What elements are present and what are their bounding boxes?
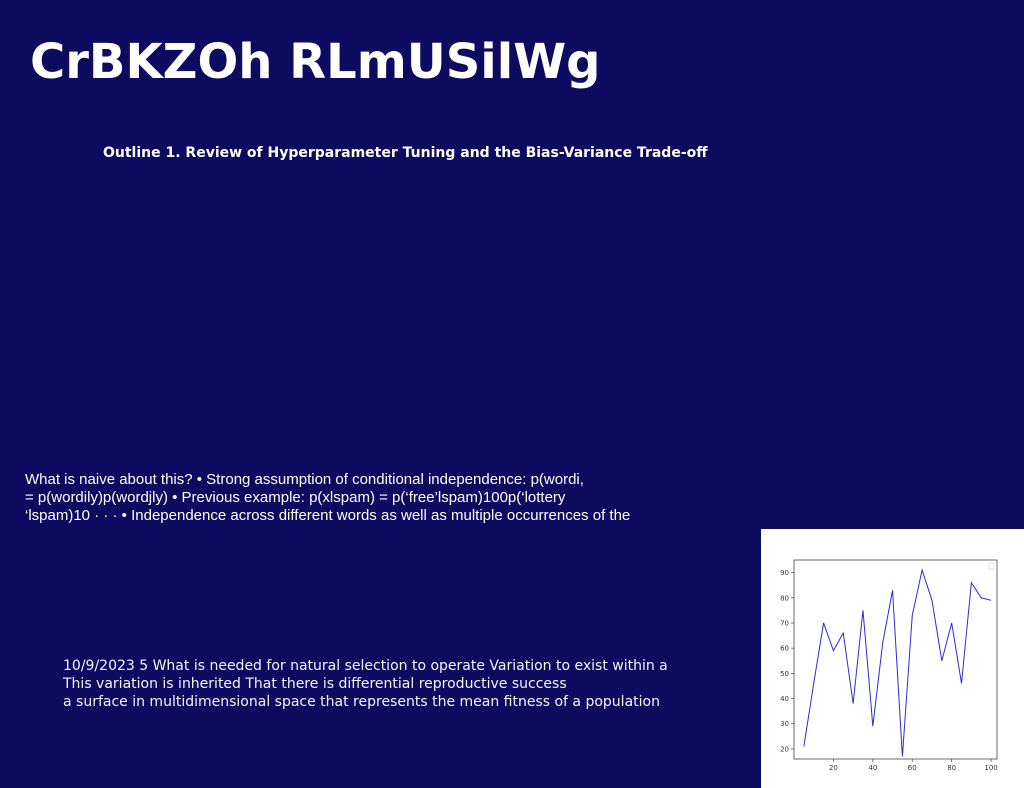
paragraph-line: What is naive about this? • Strong assum… [25,471,584,488]
legend-box [988,562,995,570]
plot-frame [793,559,998,760]
paragraph-line: = p(wordily)p(wordjly) • Previous exampl… [25,489,566,506]
series-group [803,568,992,757]
x-tick-label: 60 [908,764,917,772]
paragraph-line: 10/9/2023 5 What is needed for natural s… [63,658,668,674]
x-tick-label: 20 [829,764,838,772]
y-tick-label: 40 [780,695,789,703]
x-tick-label: 100 [984,764,997,772]
y-tick-label: 70 [780,619,789,627]
slide-title: CrBKZOh RLmUSilWg [30,34,601,90]
y-tick-label: 80 [780,594,789,602]
y-tick-label: 60 [780,645,789,653]
y-tick-label: 20 [780,745,789,753]
x-axis: 20 40 60 80 100 [829,759,998,772]
line-chart-panel: 20 30 40 50 60 70 80 90 20 40 60 80 100 [761,529,1024,788]
y-tick-label: 30 [780,720,789,728]
natural-selection-paragraph: 10/9/2023 5 What is needed for natural s… [63,657,743,711]
naive-bayes-paragraph: What is naive about this? • Strong assum… [25,471,725,525]
y-axis: 20 30 40 50 60 70 80 90 [780,569,794,753]
outline-heading: Outline 1. Review of Hyperparameter Tuni… [103,145,708,161]
series-line [803,568,992,757]
y-tick-label: 90 [780,569,789,577]
y-tick-label: 50 [780,670,789,678]
paragraph-line: a surface in multidimensional space that… [63,694,660,710]
paragraph-line: This variation is inherited That there i… [63,676,567,692]
x-tick-label: 80 [947,764,956,772]
x-tick-label: 40 [868,764,877,772]
paragraph-line: ‘lspam)10 · · · • Independence across di… [25,507,631,524]
line-chart: 20 30 40 50 60 70 80 90 20 40 60 80 100 [780,559,998,772]
